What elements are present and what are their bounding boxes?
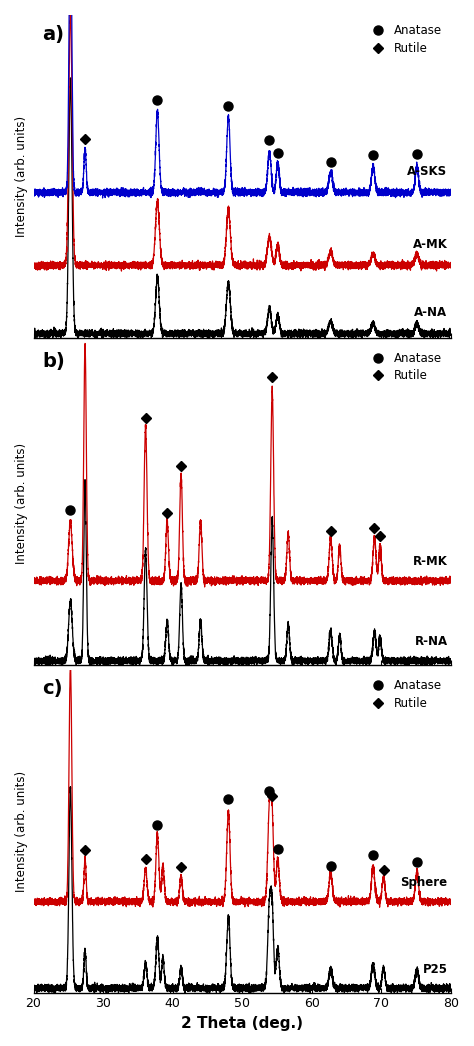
Text: A-SKS: A-SKS	[407, 165, 447, 178]
Text: R-MK: R-MK	[413, 555, 447, 568]
Text: P25: P25	[422, 962, 447, 976]
Text: c): c)	[42, 679, 63, 698]
Text: a): a)	[42, 25, 64, 44]
Text: Sphere: Sphere	[401, 877, 447, 889]
Text: A-MK: A-MK	[413, 238, 447, 251]
Y-axis label: Intensity (arb. units): Intensity (arb. units)	[15, 771, 28, 891]
Legend: Anatase, Rutile: Anatase, Rutile	[363, 21, 445, 59]
Legend: Anatase, Rutile: Anatase, Rutile	[363, 348, 445, 386]
Legend: Anatase, Rutile: Anatase, Rutile	[363, 676, 445, 713]
Text: R-NA: R-NA	[414, 635, 447, 649]
X-axis label: 2 Theta (deg.): 2 Theta (deg.)	[181, 1016, 303, 1031]
Y-axis label: Intensity (arb. units): Intensity (arb. units)	[15, 116, 28, 237]
Text: A-NA: A-NA	[414, 306, 447, 319]
Text: b): b)	[42, 351, 64, 371]
Y-axis label: Intensity (arb. units): Intensity (arb. units)	[15, 444, 28, 565]
